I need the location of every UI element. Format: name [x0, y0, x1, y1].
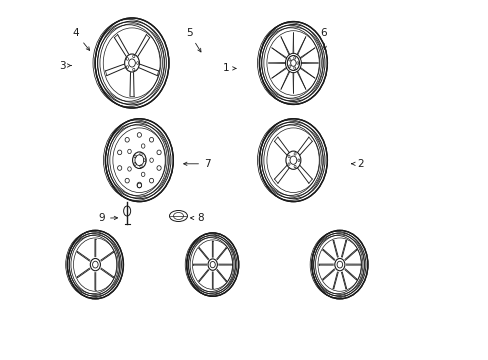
Text: 2: 2 — [351, 159, 364, 169]
Text: 8: 8 — [190, 213, 203, 223]
Text: 4: 4 — [72, 28, 89, 50]
Text: 7: 7 — [183, 159, 210, 169]
Ellipse shape — [259, 119, 326, 202]
Text: 9: 9 — [98, 213, 117, 223]
Ellipse shape — [67, 230, 123, 299]
Ellipse shape — [311, 230, 367, 299]
Ellipse shape — [259, 22, 326, 104]
Ellipse shape — [95, 18, 168, 108]
Text: 5: 5 — [185, 28, 201, 52]
Text: 3: 3 — [59, 60, 71, 71]
Ellipse shape — [186, 233, 238, 296]
Text: 1: 1 — [223, 63, 235, 73]
Text: 6: 6 — [320, 28, 326, 50]
Ellipse shape — [105, 119, 173, 202]
